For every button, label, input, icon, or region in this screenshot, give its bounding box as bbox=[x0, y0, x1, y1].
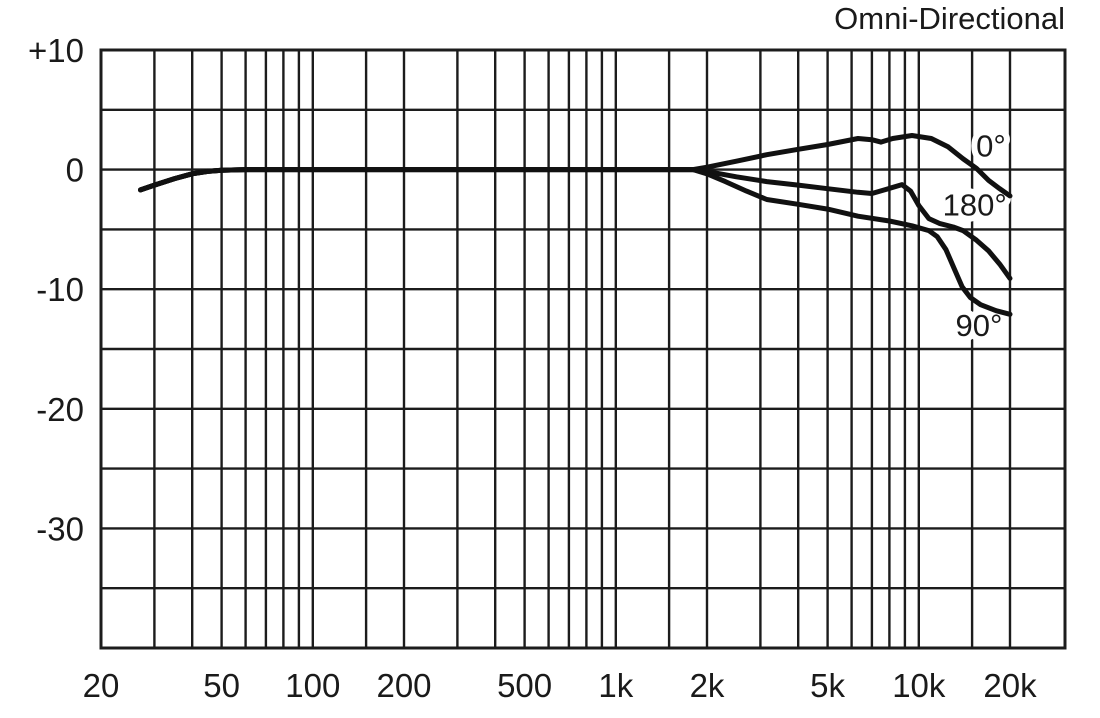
y-axis-tick-label: -10 bbox=[36, 271, 84, 308]
x-axis-tick-label: 2k bbox=[690, 667, 725, 704]
x-axis-tick-label: 5k bbox=[810, 667, 845, 704]
y-axis-tick-label: 0 bbox=[66, 152, 84, 189]
x-axis-tick-label: 20 bbox=[83, 667, 120, 704]
y-axis-tick-label: +10 bbox=[28, 32, 84, 69]
curve-0deg bbox=[138, 133, 1013, 199]
curve-180deg bbox=[138, 167, 1013, 281]
y-axis-tick-label: -20 bbox=[36, 391, 84, 428]
curve-label-90deg: 90° bbox=[956, 308, 1003, 343]
plot-border bbox=[99, 48, 1067, 650]
x-axis-tick-label: 10k bbox=[892, 667, 946, 704]
x-axis-tick-label: 200 bbox=[376, 667, 431, 704]
x-axis-tick-label: 20k bbox=[983, 667, 1037, 704]
x-axis-tick-label: 100 bbox=[285, 667, 340, 704]
x-axis-tick-label: 50 bbox=[203, 667, 240, 704]
curve-90deg bbox=[138, 167, 1013, 317]
chart-title: Omni-Directional bbox=[834, 1, 1065, 36]
x-axis-tick-label: 1k bbox=[598, 667, 633, 704]
x-axis-tick-label: 500 bbox=[497, 667, 552, 704]
curve-label-0deg: 0° bbox=[976, 129, 1006, 164]
y-axis-tick-label: -30 bbox=[36, 510, 84, 547]
curve-label-180deg: 180° bbox=[943, 187, 1007, 222]
